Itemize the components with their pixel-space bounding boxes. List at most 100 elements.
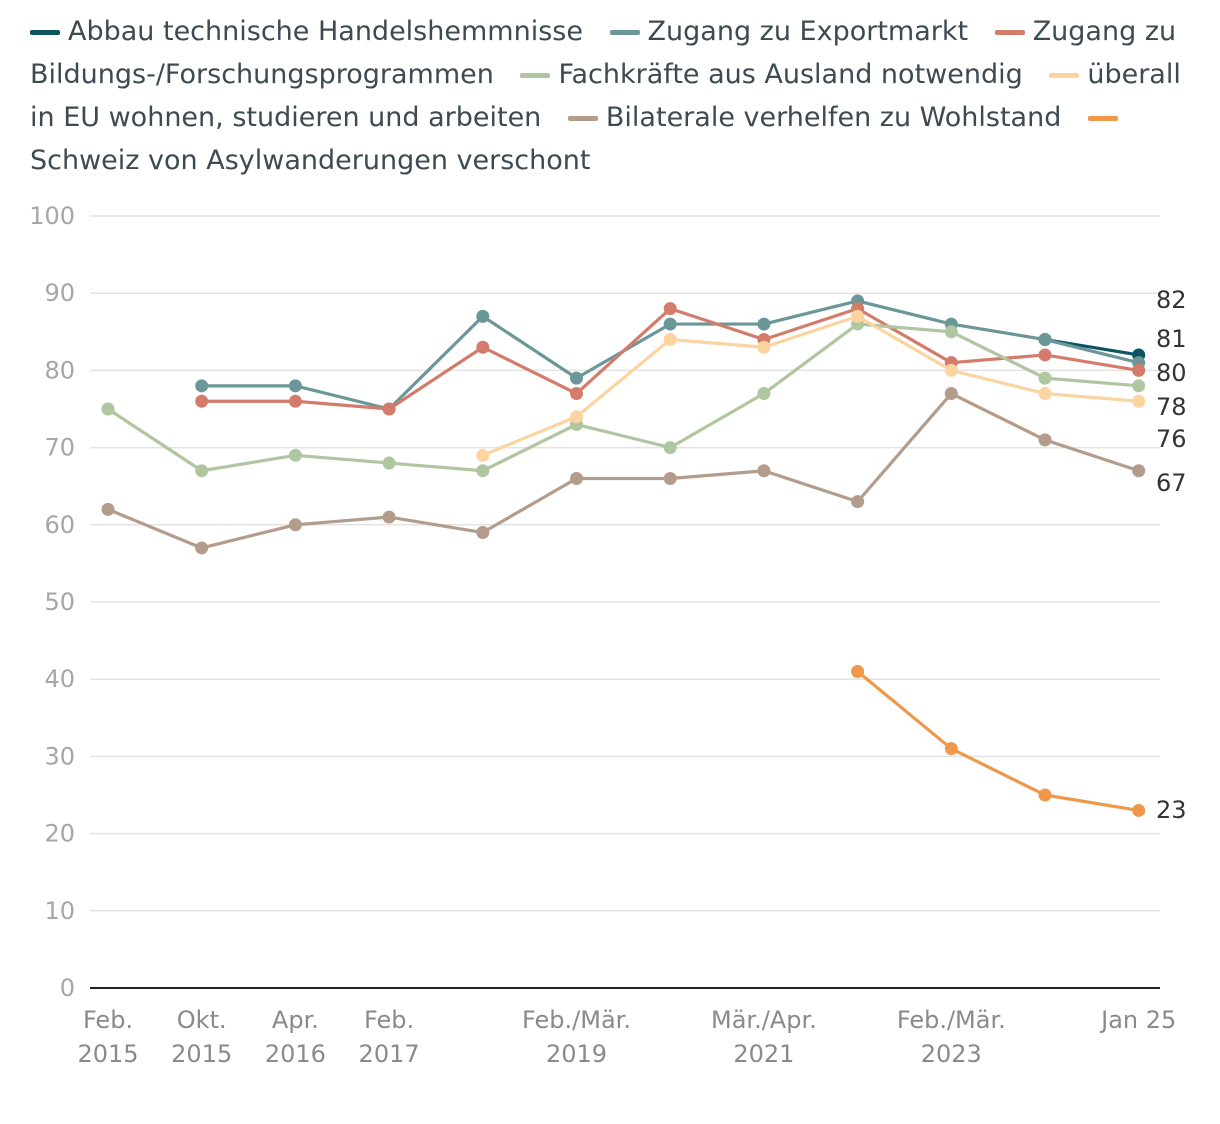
legend-label: Fachkräfte aus Ausland notwendig <box>558 59 1023 90</box>
data-point <box>1132 363 1146 377</box>
y-tick-label: 80 <box>44 356 75 384</box>
x-axis-ticks: Feb. 2015 Okt. 2015 Apr. 2016 Feb. 2017 Feb./Mär… <box>77 1006 1176 1068</box>
data-point <box>851 309 865 323</box>
y-tick-label: 30 <box>44 742 75 770</box>
legend-label: Zugang zu Exportmarkt <box>647 16 969 47</box>
series-line <box>482 314 1139 457</box>
data-point <box>663 333 677 347</box>
legend-swatch <box>567 116 598 121</box>
data-point <box>944 363 958 377</box>
end-value-labels: 82 81 80 78 76 67 23 <box>1156 286 1187 824</box>
y-tick-label: 50 <box>44 588 75 616</box>
y-tick-label: 20 <box>44 820 75 848</box>
legend-label: Schweiz von Asylwanderungen verschont <box>30 145 591 176</box>
data-point <box>1038 371 1052 385</box>
data-point <box>757 387 771 401</box>
data-point <box>382 456 396 470</box>
x-tick-label: Okt. 2015 <box>171 1006 232 1068</box>
data-point <box>288 448 302 462</box>
data-point <box>1038 788 1052 802</box>
data-point <box>195 464 209 478</box>
legend-item-handelshemmnisse[interactable]: Abbau technische Handelshemmnisse <box>30 16 583 47</box>
data-point <box>476 448 490 462</box>
data-point <box>1038 387 1052 401</box>
data-point <box>663 317 677 331</box>
y-tick-label: 0 <box>60 974 75 1002</box>
data-point <box>944 387 958 401</box>
series-2 <box>195 302 1146 416</box>
data-point <box>288 518 302 532</box>
series-6 <box>851 664 1146 817</box>
legend-swatch <box>30 30 60 35</box>
data-point <box>382 510 396 524</box>
legend-label: Abbau technische Handelshemmnisse <box>68 16 583 47</box>
data-point <box>663 441 677 455</box>
y-tick-label: 70 <box>44 434 75 462</box>
legend-swatch <box>994 30 1025 35</box>
y-tick-label: 90 <box>44 279 75 307</box>
end-value-label: 23 <box>1156 796 1187 824</box>
data-point <box>570 387 583 401</box>
data-point <box>101 402 115 416</box>
series-4 <box>476 309 1146 462</box>
legend-label: Bilaterale verhelfen zu Wohlstand <box>605 102 1062 133</box>
data-point <box>851 495 865 509</box>
legend-item-eu-wohnen[interactable]: überall in EU wohnen, studieren und arbe… <box>30 59 1181 133</box>
data-point <box>1038 433 1052 447</box>
legend-item-wohlstand[interactable]: Bilaterale verhelfen zu Wohlstand <box>567 102 1062 133</box>
legend-swatch <box>1049 73 1080 78</box>
legend-item-exportmarkt[interactable]: Zugang zu Exportmarkt <box>609 16 969 47</box>
y-tick-label: 40 <box>44 665 75 693</box>
legend-swatch <box>609 30 640 35</box>
end-value-label: 76 <box>1156 425 1187 453</box>
end-value-label: 80 <box>1156 359 1187 387</box>
legend-item-asyl[interactable]: Schweiz von Asylwanderungen verschont <box>30 102 1126 176</box>
data-point <box>195 394 209 408</box>
data-point <box>476 464 490 478</box>
x-tick-label: Jan 25 <box>1099 1006 1176 1034</box>
x-tick-label: Mär./Apr. 2021 <box>711 1006 817 1068</box>
end-value-label: 67 <box>1156 469 1187 497</box>
data-point <box>663 471 677 485</box>
y-tick-label: 100 <box>29 202 75 230</box>
y-tick-label: 10 <box>44 897 75 925</box>
series-3 <box>101 317 1146 478</box>
series-lines <box>101 294 1146 817</box>
data-point <box>195 379 209 393</box>
data-point <box>288 379 302 393</box>
data-point <box>1038 333 1052 347</box>
legend-item-bildung[interactable]: Zugang zu Bildungs-/Forschungsprogrammen <box>30 16 1176 90</box>
series-line <box>107 391 1140 550</box>
legend-label: überall in EU wohnen, studieren und arbe… <box>30 59 1181 133</box>
data-point <box>851 664 865 678</box>
data-point <box>1132 464 1146 478</box>
legend-label: Zugang zu Bildungs-/Forschungsprogrammen <box>30 16 1177 90</box>
legend-item-fachkraefte[interactable]: Fachkräfte aus Ausland notwendig <box>520 59 1023 90</box>
data-point <box>288 394 302 408</box>
data-point <box>195 541 209 555</box>
y-axis-ticks: 0 10 20 30 40 50 60 70 80 90 100 <box>29 202 75 1002</box>
y-tick-label: 60 <box>44 511 75 539</box>
data-point <box>663 302 677 316</box>
x-tick-label: Feb. 2015 <box>77 1006 138 1068</box>
series-line <box>107 322 1139 473</box>
grid-lines <box>90 215 1160 989</box>
series-line <box>856 670 1139 813</box>
legend-swatch <box>520 73 551 78</box>
x-tick-label: Feb./Mär. 2023 <box>897 1006 1006 1068</box>
data-point <box>476 340 490 354</box>
end-value-label: 81 <box>1156 325 1187 353</box>
data-point <box>757 340 771 354</box>
end-value-label: 82 <box>1156 286 1187 314</box>
data-point <box>476 309 490 323</box>
data-point <box>944 325 958 339</box>
series-5 <box>101 387 1146 555</box>
data-point <box>476 526 490 540</box>
x-tick-label: Feb. 2017 <box>359 1006 420 1068</box>
legend-swatch <box>1087 116 1118 121</box>
data-point <box>757 317 771 331</box>
data-point <box>382 402 396 416</box>
data-point <box>570 371 583 385</box>
data-point <box>570 410 583 424</box>
